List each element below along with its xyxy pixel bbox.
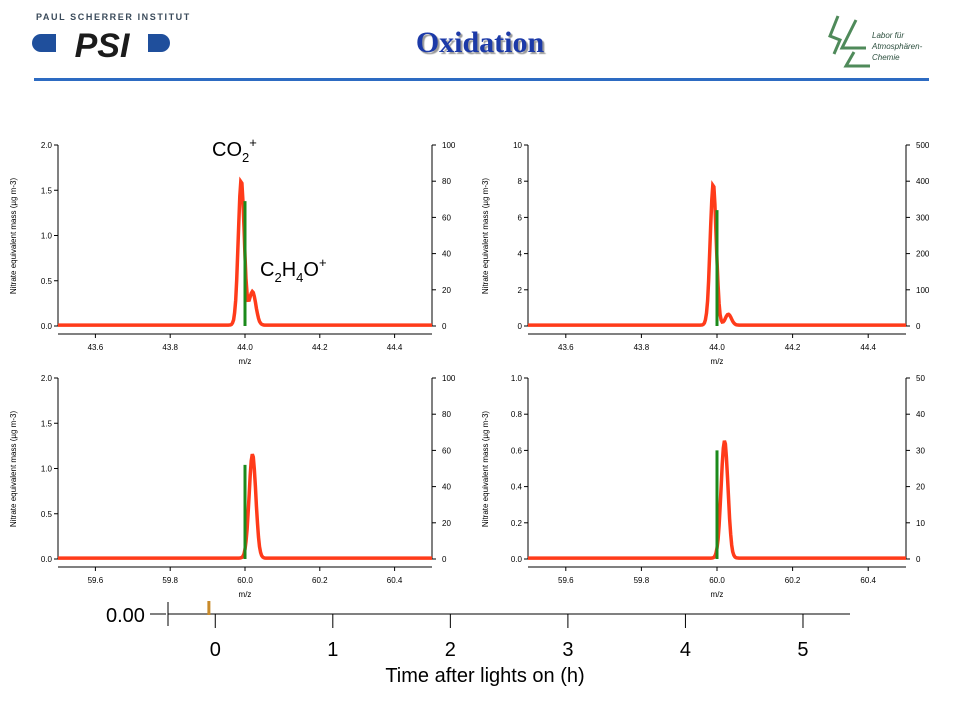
y2-tick-label: 50 (916, 374, 925, 383)
x-tick-label: 43.8 (162, 343, 178, 352)
y2-tick-label: 80 (442, 410, 451, 419)
x-axis-label: m/z (239, 357, 252, 366)
y2-tick-label: 30 (916, 446, 925, 455)
x-axis-label: m/z (239, 590, 252, 599)
y-tick-label: 1.0 (41, 465, 53, 474)
lab-line3: Chemie (872, 53, 900, 62)
y2-tick-label: 20 (916, 483, 925, 492)
y2-tick-label: 10 (916, 519, 925, 528)
y2-tick-label: 20 (442, 519, 451, 528)
y2-tick-label: 300 (916, 213, 930, 222)
y-tick-label: 0 (518, 322, 523, 331)
y2-tick-label: 0 (916, 322, 921, 331)
y2-tick-label: 500 (916, 141, 930, 150)
timeline-readout: 0.00 (106, 605, 145, 627)
lab-line2: Atmosphären- (872, 42, 923, 51)
x-tick-label: 44.2 (785, 343, 801, 352)
lab-line1: Labor für (872, 31, 905, 40)
psi-logo-text: PSI (75, 27, 131, 64)
lac-logo-icon (828, 15, 870, 68)
timeline-tick-label: 0 (210, 639, 221, 661)
y-tick-label: 6 (518, 213, 523, 222)
co2-label: CO2+ (212, 135, 257, 165)
y2-tick-label: 60 (442, 446, 451, 455)
y2-tick-label: 100 (442, 374, 456, 383)
y-tick-label: 1.5 (41, 419, 53, 428)
y2-tick-label: 0 (442, 322, 447, 331)
y2-tick-label: 60 (442, 213, 451, 222)
x-tick-label: 60.0 (709, 576, 725, 585)
y-tick-label: 8 (518, 177, 523, 186)
y-axis-label: Nitrate equivalent mass (µg m-3) (481, 411, 490, 528)
psi-logo: PSI (32, 26, 170, 64)
x-tick-label: 43.6 (558, 343, 574, 352)
y-tick-label: 10 (513, 141, 522, 150)
y2-tick-label: 0 (916, 555, 921, 564)
x-tick-label: 44.4 (860, 343, 876, 352)
page-title: Oxidation (415, 26, 545, 59)
x-tick-label: 59.6 (88, 576, 104, 585)
x-tick-label: 44.2 (312, 343, 328, 352)
x-tick-label: 44.0 (709, 343, 725, 352)
y-tick-label: 2.0 (41, 141, 53, 150)
y2-tick-label: 400 (916, 177, 930, 186)
x-tick-label: 59.6 (558, 576, 574, 585)
y2-tick-label: 40 (916, 410, 925, 419)
lab-name: Labor für Atmosphären- Chemie (872, 30, 922, 63)
c2h4o-label: C2H4O+ (260, 255, 327, 285)
y-axis-label: Nitrate equivalent mass (µg m-3) (9, 411, 18, 528)
y-tick-label: 0.0 (41, 322, 53, 331)
y-tick-label: 0.6 (511, 446, 523, 455)
y-tick-label: 0.5 (41, 510, 53, 519)
x-tick-label: 59.8 (634, 576, 650, 585)
y-axis-label: Nitrate equivalent mass (µg m-3) (9, 178, 18, 295)
timeline-tick-label: 5 (797, 639, 808, 661)
timeline-tick-label: 1 (327, 639, 338, 661)
y-tick-label: 1.0 (511, 374, 523, 383)
y-tick-label: 1.5 (41, 186, 53, 195)
x-tick-label: 60.0 (237, 576, 253, 585)
x-tick-label: 44.0 (237, 343, 253, 352)
x-tick-label: 60.4 (860, 576, 876, 585)
y-tick-label: 4 (518, 250, 523, 259)
peak-annotations: CO2+ C2H4O+ (212, 135, 327, 285)
y2-tick-label: 40 (442, 250, 451, 259)
y2-tick-label: 0 (442, 555, 447, 564)
x-tick-label: 43.8 (634, 343, 650, 352)
institute-name: PAUL SCHERRER INSTITUT (36, 12, 191, 22)
header-divider (34, 78, 929, 81)
time-marker (207, 601, 211, 615)
timeline-tick-label: 2 (445, 639, 456, 661)
y-tick-label: 0.0 (41, 555, 53, 564)
y-tick-label: 0.4 (511, 483, 523, 492)
x-tick-label: 60.4 (387, 576, 403, 585)
x-tick-label: 43.6 (88, 343, 104, 352)
y-tick-label: 0.2 (511, 519, 523, 528)
y2-tick-label: 80 (442, 177, 451, 186)
y-tick-label: 0.0 (511, 555, 523, 564)
timeline-tick-label: 3 (562, 639, 573, 661)
y2-tick-label: 200 (916, 250, 930, 259)
timeline-axis-label: Time after lights on (h) (385, 665, 584, 687)
y-tick-label: 2 (518, 286, 523, 295)
x-axis-label: m/z (711, 357, 724, 366)
y-tick-label: 2.0 (41, 374, 53, 383)
y-tick-label: 0.8 (511, 410, 523, 419)
y-tick-label: 0.5 (41, 277, 53, 286)
y2-tick-label: 100 (916, 286, 930, 295)
y2-tick-label: 20 (442, 286, 451, 295)
timeline-tick-label: 4 (680, 639, 691, 661)
y-axis-label: Nitrate equivalent mass (µg m-3) (481, 178, 490, 295)
x-tick-label: 59.8 (162, 576, 178, 585)
x-axis-label: m/z (711, 590, 724, 599)
x-tick-label: 60.2 (312, 576, 328, 585)
y2-tick-label: 100 (442, 141, 456, 150)
y-tick-label: 1.0 (41, 232, 53, 241)
x-tick-label: 60.2 (785, 576, 801, 585)
y2-tick-label: 40 (442, 483, 451, 492)
x-tick-label: 44.4 (387, 343, 403, 352)
